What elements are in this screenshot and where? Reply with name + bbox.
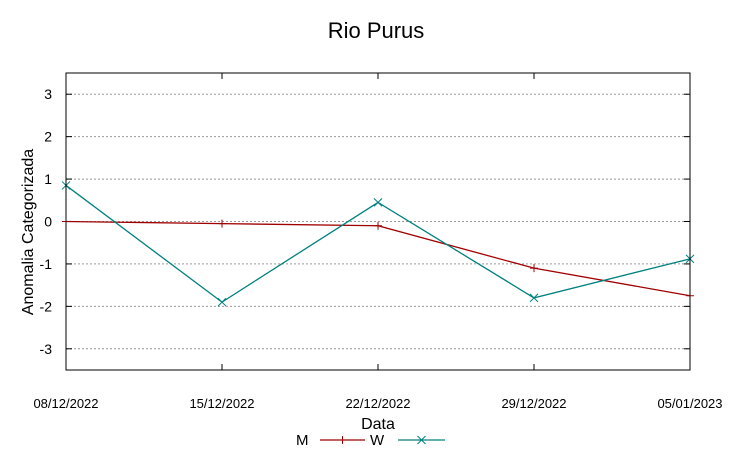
data-point-w — [373, 198, 383, 207]
x-tick-label: 08/12/2022 — [33, 396, 98, 411]
data-point-m — [218, 219, 226, 228]
x-tick-label: 29/12/2022 — [501, 396, 566, 411]
series-line-m — [65, 220, 691, 297]
legend-label-w: W — [370, 432, 385, 449]
x-axis-label: Data — [361, 416, 395, 433]
data-point-m — [530, 264, 538, 273]
x-axis-ticks: 08/12/2022 15/12/2022 22/12/2022 29/12/2022… — [33, 73, 723, 411]
x-tick-label: 15/12/2022 — [189, 396, 254, 411]
y-tick-label: 0 — [44, 214, 52, 230]
x-tick-label: 22/12/2022 — [345, 396, 410, 411]
y-tick-label: -3 — [40, 341, 53, 357]
plot-frame — [65, 72, 691, 371]
y-tick-label: 1 — [44, 171, 52, 187]
y-tick-label: 2 — [44, 129, 52, 145]
y-tick-label: 3 — [44, 86, 52, 102]
grid — [66, 93, 690, 350]
y-axis-ticks: -3 -2 -1 0 1 2 3 — [40, 86, 690, 357]
y-tick-label: -2 — [40, 298, 53, 314]
legend-marker-m — [338, 436, 347, 444]
y-tick-label: -1 — [40, 256, 53, 272]
data-point-w — [529, 293, 539, 303]
legend-marker-w — [417, 435, 426, 445]
series-layer — [61, 181, 695, 307]
data-point-m — [374, 221, 382, 230]
legend-label-m: M — [296, 432, 309, 449]
y-axis-label: Anomalia Categorizada — [20, 149, 37, 315]
data-point-w — [217, 297, 227, 307]
x-tick-label: 05/01/2023 — [657, 396, 722, 411]
chart-title: Rio Purus — [328, 18, 425, 43]
